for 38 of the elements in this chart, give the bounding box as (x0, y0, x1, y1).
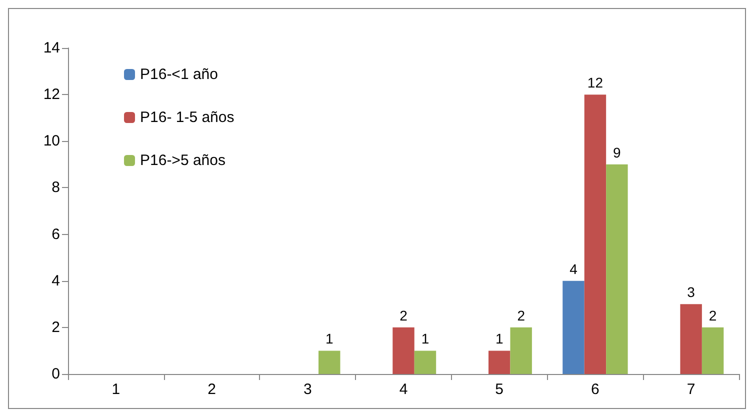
y-tick-label: 10 (43, 132, 60, 150)
data-label: 9 (613, 144, 622, 160)
bar (702, 327, 724, 374)
bar (318, 350, 340, 374)
bar (562, 280, 584, 374)
bar (510, 327, 532, 374)
y-tick-label: 14 (43, 40, 60, 56)
x-tick-label: 6 (591, 381, 600, 398)
bar (414, 350, 436, 374)
data-label: 2 (400, 307, 408, 324)
x-tick-label: 3 (303, 381, 312, 398)
legend-label: P16-<1 año (140, 66, 218, 83)
bar (392, 327, 414, 374)
y-tick-label: 6 (52, 226, 60, 243)
y-tick-label: 12 (43, 86, 60, 104)
legend-label: P16- 1-5 años (140, 109, 234, 126)
data-label: 1 (495, 330, 504, 347)
bar (680, 304, 702, 374)
data-label: 12 (587, 74, 604, 91)
y-tick-label: 8 (52, 179, 60, 196)
x-tick-label: 7 (686, 381, 696, 398)
bar (488, 350, 510, 374)
y-tick-label: 0 (52, 366, 60, 382)
data-label: 4 (570, 260, 578, 277)
x-tick-label: 2 (208, 381, 216, 398)
bar (584, 94, 606, 374)
x-tick-label: 1 (112, 381, 120, 398)
x-tick-label: 5 (495, 381, 504, 398)
data-label: 2 (517, 307, 526, 324)
bar (606, 164, 628, 374)
data-label: 2 (708, 307, 717, 324)
x-tick-label: 4 (399, 381, 408, 398)
data-label: 1 (421, 330, 430, 347)
y-tick-label: 2 (52, 318, 60, 336)
legend-label: P16->5 años (140, 152, 226, 169)
data-label: 3 (687, 284, 696, 300)
data-label: 1 (325, 330, 334, 347)
y-tick-label: 4 (52, 272, 60, 290)
